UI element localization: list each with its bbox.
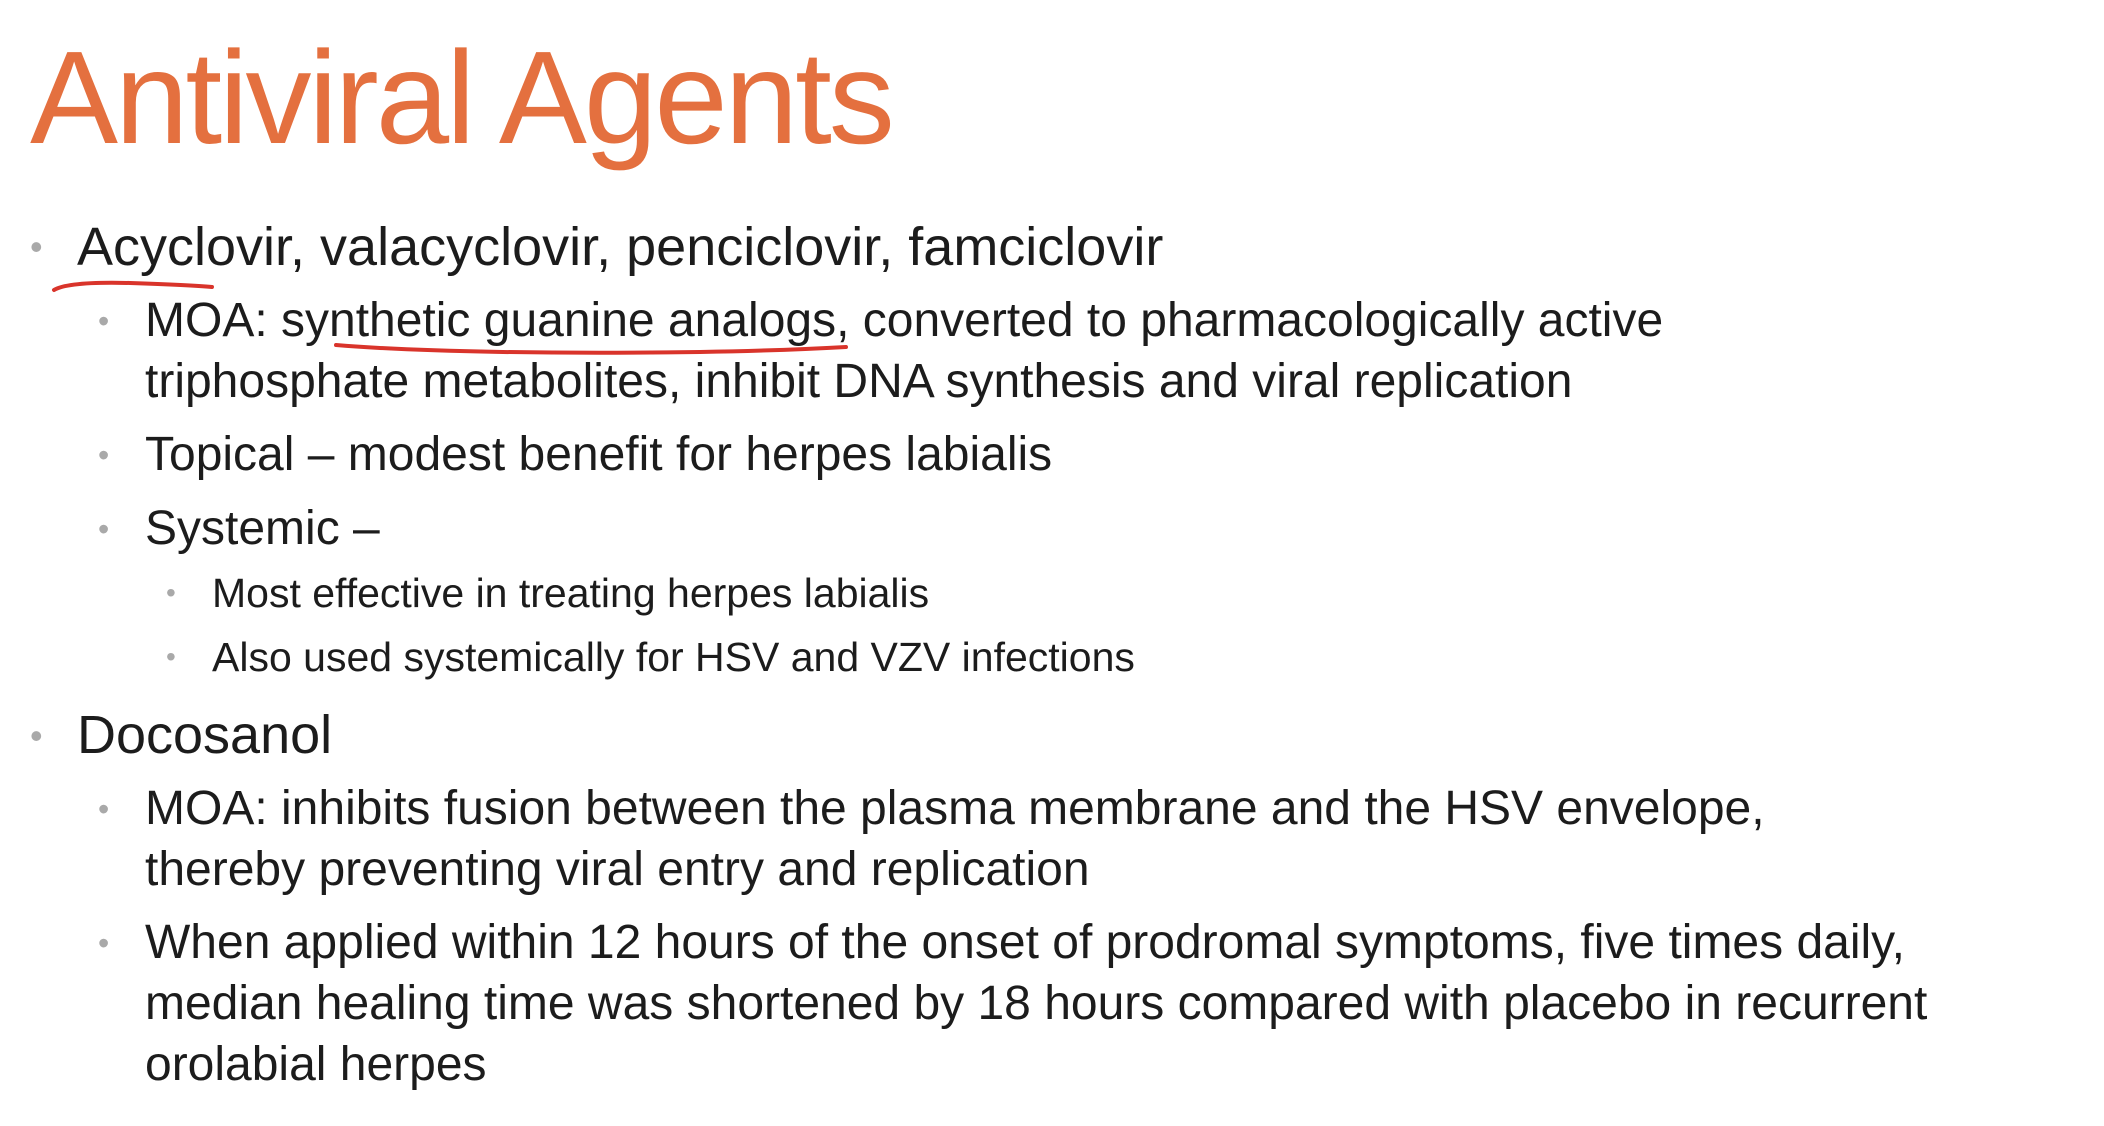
bullet-icon: • — [98, 303, 110, 339]
docosanol-moa-line-2: thereby preventing viral entry and repli… — [145, 843, 1090, 896]
bullet-icon: • — [98, 925, 110, 961]
docosanol-moa-line-1: MOA: inhibits fusion between the plasma … — [145, 782, 1765, 835]
acyclovir-systemic: Systemic – — [145, 502, 380, 555]
slide-title: Antiviral Agents — [30, 24, 895, 171]
docosanol-efficacy-line-2: median healing time was shortened by 18 … — [145, 977, 1928, 1030]
bullet-docosanol: Docosanol — [77, 705, 333, 765]
bullet-icon: • — [98, 437, 110, 473]
systemic-subitem-2: Also used systemically for HSV and VZV i… — [212, 634, 1135, 680]
acyclovir-topical: Topical – modest benefit for herpes labi… — [145, 428, 1053, 481]
acyclovir-moa-line-2: triphosphate metabolites, inhibit DNA sy… — [145, 355, 1573, 408]
systemic-subitem-1: Most effective in treating herpes labial… — [212, 570, 930, 616]
underline-acyclovir-annotation — [52, 280, 214, 292]
bullet-icon: • — [166, 641, 176, 672]
docosanol-efficacy-line-3: orolabial herpes — [145, 1038, 487, 1091]
bullet-icon: • — [98, 511, 110, 547]
bullet-icon: • — [30, 715, 43, 756]
docosanol-efficacy-line-1: When applied within 12 hours of the onse… — [145, 916, 1905, 969]
bullet-icon: • — [30, 226, 43, 267]
bullet-icon: • — [166, 577, 176, 608]
bullet-icon: • — [98, 791, 110, 827]
bullet-acyclovir-group: Acyclovir, valacyclovir, penciclovir, fa… — [77, 217, 1164, 277]
acyclovir-moa-line-1: MOA: synthetic guanine analogs, converte… — [145, 294, 1664, 347]
